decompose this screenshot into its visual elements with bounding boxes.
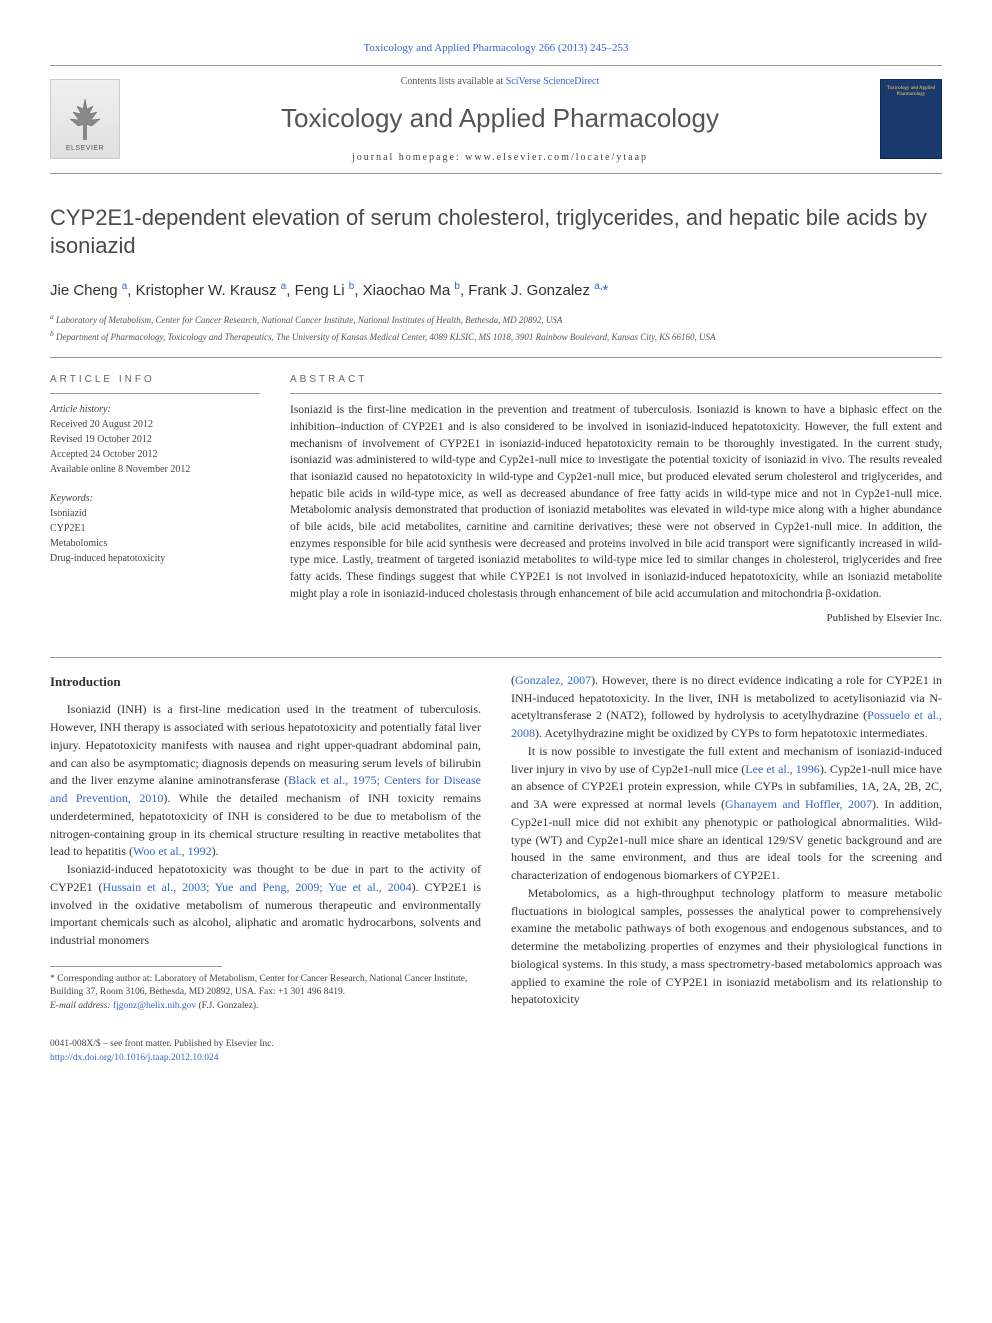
doi-link[interactable]: http://dx.doi.org/10.1016/j.taap.2012.10… bbox=[50, 1053, 218, 1063]
keywords-label: Keywords: bbox=[50, 491, 260, 506]
body-col-right: (Gonzalez, 2007). However, there is no d… bbox=[511, 672, 942, 1013]
article-info-col: ARTICLE INFO Article history: Received 2… bbox=[50, 372, 260, 627]
affiliation-b: b Department of Pharmacology, Toxicology… bbox=[50, 329, 942, 344]
keyword-1: CYP2E1 bbox=[50, 521, 260, 536]
ref-link[interactable]: Hussain et al., 2003; Yue and Peng, 2009… bbox=[103, 880, 412, 894]
journal-header: ELSEVIER Contents lists available at Sci… bbox=[50, 65, 942, 174]
keyword-2: Metabolomics bbox=[50, 536, 260, 551]
keyword-0: Isoniazid bbox=[50, 506, 260, 521]
ref-link[interactable]: Woo et al., 1992 bbox=[133, 844, 212, 858]
body-para-3: (Gonzalez, 2007). However, there is no d… bbox=[511, 672, 942, 743]
email-footnote: E-mail address: fjgonz@helix.nih.gov (F.… bbox=[50, 1000, 481, 1013]
journal-header-center: Contents lists available at SciVerse Sci… bbox=[120, 74, 880, 165]
footnote-separator bbox=[50, 966, 222, 967]
article-history: Article history: Received 20 August 2012… bbox=[50, 402, 260, 477]
journal-cover-thumb: Toxicology and Applied Pharmacology bbox=[880, 79, 942, 159]
body-para-1: Isoniazid (INH) is a first-line medicati… bbox=[50, 701, 481, 861]
history-label: Article history: bbox=[50, 402, 260, 417]
authors-line: Jie Cheng a, Kristopher W. Krausz a, Fen… bbox=[50, 279, 942, 303]
body-columns: Introduction Isoniazid (INH) is a first-… bbox=[50, 672, 942, 1013]
elsevier-logo: ELSEVIER bbox=[50, 79, 120, 159]
email-link[interactable]: fjgonz@helix.nih.gov bbox=[113, 1001, 196, 1011]
info-abstract-row: ARTICLE INFO Article history: Received 2… bbox=[50, 372, 942, 627]
bottom-row: 0041-008X/$ – see front matter. Publishe… bbox=[50, 1037, 942, 1066]
affiliations: a Laboratory of Metabolism, Center for C… bbox=[50, 312, 942, 343]
body-para-2: Isoniazid-induced hepatotoxicity was tho… bbox=[50, 861, 481, 950]
publisher-note: Published by Elsevier Inc. bbox=[290, 610, 942, 627]
history-accepted: Accepted 24 October 2012 bbox=[50, 447, 260, 462]
ref-link[interactable]: Gonzalez, 2007 bbox=[515, 673, 591, 687]
journal-homepage: journal homepage: www.elsevier.com/locat… bbox=[120, 150, 880, 165]
abstract-col: ABSTRACT Isoniazid is the first-line med… bbox=[290, 372, 942, 627]
copyright-line: 0041-008X/$ – see front matter. Publishe… bbox=[50, 1037, 942, 1051]
abstract-text: Isoniazid is the first-line medication i… bbox=[290, 402, 942, 602]
email-label: E-mail address: bbox=[50, 1001, 113, 1011]
keywords-block: Keywords: Isoniazid CYP2E1 Metabolomics … bbox=[50, 491, 260, 566]
keyword-3: Drug-induced hepatotoxicity bbox=[50, 551, 260, 566]
journal-title: Toxicology and Applied Pharmacology bbox=[120, 99, 880, 138]
article-title: CYP2E1-dependent elevation of serum chol… bbox=[50, 204, 942, 261]
ref-link[interactable]: Ghanayem and Hoffler, 2007 bbox=[725, 797, 872, 811]
journal-cover-text: Toxicology and Applied Pharmacology bbox=[884, 86, 938, 97]
sciencedirect-link[interactable]: SciVerse ScienceDirect bbox=[506, 76, 600, 87]
ref-link[interactable]: Lee et al., 1996 bbox=[745, 762, 820, 776]
body-para-5: Metabolomics, as a high-throughput techn… bbox=[511, 885, 942, 1009]
body-col-left: Introduction Isoniazid (INH) is a first-… bbox=[50, 672, 481, 1013]
divider bbox=[50, 357, 942, 358]
citation-line: Toxicology and Applied Pharmacology 266 … bbox=[50, 40, 942, 57]
elsevier-tree-icon bbox=[65, 94, 105, 144]
contents-prefix: Contents lists available at bbox=[401, 76, 506, 87]
email-name: (F.J. Gonzalez). bbox=[196, 1001, 258, 1011]
body-para-4: It is now possible to investigate the fu… bbox=[511, 743, 942, 885]
article-info-label: ARTICLE INFO bbox=[50, 372, 260, 394]
history-online: Available online 8 November 2012 bbox=[50, 462, 260, 477]
history-received: Received 20 August 2012 bbox=[50, 417, 260, 432]
corresponding-author-footnote: * Corresponding author at: Laboratory of… bbox=[50, 973, 481, 1000]
abstract-label: ABSTRACT bbox=[290, 372, 942, 394]
divider bbox=[50, 657, 942, 658]
elsevier-label: ELSEVIER bbox=[66, 144, 104, 155]
contents-available-line: Contents lists available at SciVerse Sci… bbox=[120, 74, 880, 89]
affiliation-a: a Laboratory of Metabolism, Center for C… bbox=[50, 312, 942, 327]
history-revised: Revised 19 October 2012 bbox=[50, 432, 260, 447]
introduction-heading: Introduction bbox=[50, 672, 481, 692]
